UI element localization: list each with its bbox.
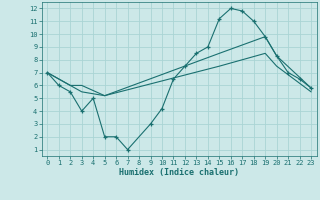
X-axis label: Humidex (Indice chaleur): Humidex (Indice chaleur)	[119, 168, 239, 177]
